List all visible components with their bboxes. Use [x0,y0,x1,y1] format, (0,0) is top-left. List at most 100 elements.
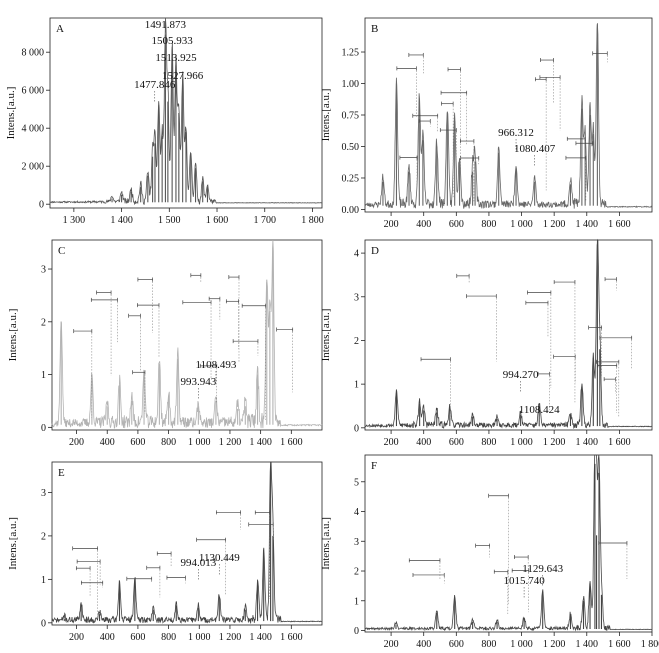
peak-label: 1080.407 [514,143,556,155]
x-tick-label: 600 [449,639,464,650]
spectrum-trace [51,239,323,429]
y-tick-label: 3 [41,265,46,276]
y-tick-label: 2 [41,531,46,542]
spectrum-trace [49,17,323,206]
x-tick-label: 1 200 [219,437,242,448]
peak-label: 1130.449 [199,552,240,564]
y-tick-label: 0.75 [342,111,360,122]
y-tick-label: 1.00 [342,79,360,90]
peak-label: 1477.846 [134,79,176,91]
x-tick-label: 1 400 [576,219,599,230]
y-tick-label: 0.00 [342,205,360,216]
x-tick-label: 1 000 [510,639,533,650]
peak-label: 1108.493 [195,359,236,371]
y-tick-label: 2 [354,336,359,347]
x-tick-label: 1 600 [206,215,229,226]
y-axis-label: Intens.[a.u.] [7,517,19,570]
y-tick-label: 1 [354,380,359,391]
x-tick-label: 800 [481,437,496,448]
plot-frame [364,454,653,633]
x-tick-label: 800 [481,639,496,650]
x-tick-label: 1 200 [543,437,566,448]
peak-label: 1129.643 [522,563,563,575]
spectrum-trace [364,454,653,632]
x-tick-label: 1 400 [576,437,599,448]
peak-label: 1491.873 [145,19,187,31]
peak-label: 993.943 [180,376,216,388]
peak-label: 994.013 [180,557,216,569]
y-tick-label: 1 [41,575,46,586]
y-tick-label: 0 [354,626,359,637]
plot-frame [364,239,653,431]
x-tick-label: 1 600 [280,632,303,643]
x-tick-label: 600 [449,219,464,230]
spectrum-trace [364,238,653,430]
x-tick-label: 200 [384,437,399,448]
x-tick-label: 1 200 [543,639,566,650]
x-tick-label: 600 [130,437,145,448]
x-tick-label: 1 500 [158,215,181,226]
x-tick-label: 1 000 [188,437,211,448]
panel-e: E Intens.[a.u.] 0 1 2 3 200 400 600 800 1 000 1 200… [7,461,323,643]
panel-letter: A [56,23,64,35]
panel-letter: C [58,245,65,257]
spectrum-trace [51,461,323,624]
x-tick-label: 1 400 [249,437,272,448]
x-tick-label: 1 600 [608,437,631,448]
x-tick-label: 400 [416,437,431,448]
x-tick-label: 200 [384,639,399,650]
peak-label: 1527.966 [162,70,204,82]
peak-label: 994.270 [503,369,539,381]
peak-label: 966.312 [498,127,534,139]
y-tick-label: 3 [41,488,46,499]
y-tick-label: 6 000 [22,86,45,97]
x-tick-label: 1 400 [249,632,272,643]
y-tick-label: 0 [39,200,44,211]
y-axis-label: Intens.[a.u.] [320,517,332,570]
x-tick-label: 200 [384,219,399,230]
x-tick-label: 1 800 [641,639,659,650]
x-tick-label: 1 300 [63,215,86,226]
y-tick-label: 0.25 [342,173,360,184]
y-tick-label: 1.25 [342,48,360,59]
y-tick-label: 1 [41,370,46,381]
x-tick-label: 400 [416,639,431,650]
spectrum-trace [364,23,653,209]
x-tick-label: 1 000 [188,632,211,643]
x-tick-label: 1 600 [280,437,303,448]
y-tick-label: 2 [41,317,46,328]
panel-b: B Intens.[a.u.] 0.00 0.25 0.50 0.75 1.00 1.25 20… [320,17,653,230]
y-tick-label: 2 000 [22,162,45,173]
x-tick-label: 600 [449,437,464,448]
y-tick-label: 0 [354,423,359,434]
panel-letter: F [371,460,377,472]
peak-label: 1015.740 [503,575,545,587]
y-tick-label: 5 [354,477,359,488]
x-tick-label: 400 [100,632,115,643]
plot-frame [51,461,323,626]
x-tick-label: 1 200 [219,632,242,643]
y-tick-label: 8 000 [22,48,45,59]
y-tick-label: 0 [41,423,46,434]
x-tick-label: 1 000 [510,219,533,230]
y-axis-label: Intens.[a.u.] [320,89,332,142]
panel-letter: D [371,245,379,257]
x-tick-label: 800 [481,219,496,230]
x-tick-label: 800 [161,632,176,643]
y-tick-label: 4 000 [22,124,45,135]
x-tick-label: 1 000 [510,437,533,448]
x-tick-label: 1 400 [110,215,133,226]
x-tick-label: 400 [100,437,115,448]
x-tick-label: 1 800 [301,215,324,226]
x-tick-label: 200 [69,437,84,448]
y-tick-label: 0.50 [342,142,360,153]
x-tick-label: 200 [69,632,84,643]
x-tick-label: 1 600 [608,219,631,230]
x-tick-label: 600 [130,632,145,643]
plot-frame [51,239,323,431]
x-tick-label: 1 200 [543,219,566,230]
y-tick-label: 0 [41,618,46,629]
panel-f: F Intens.[a.u.] 0 1 2 3 4 5 200 400 600 800 1 000 1 2… [320,454,659,650]
y-tick-label: 2 [354,567,359,578]
